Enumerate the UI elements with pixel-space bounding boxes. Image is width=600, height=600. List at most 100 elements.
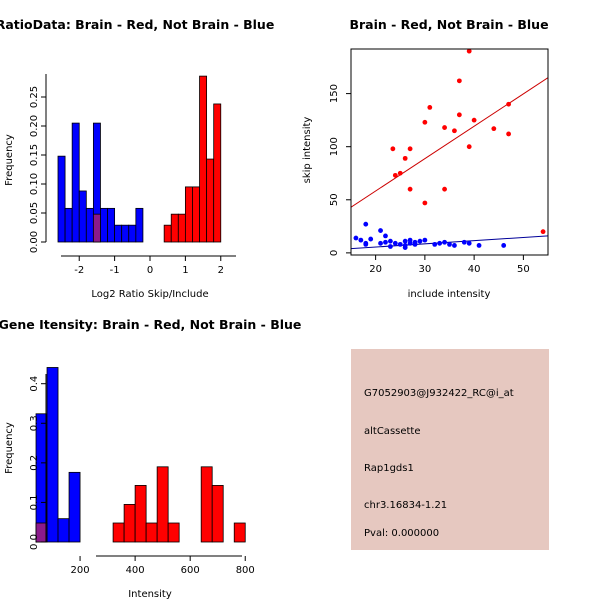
bar-not-brain: [128, 224, 137, 243]
bar-brain: [211, 485, 224, 543]
ratio-histogram-title: RatioData: Brain - Red, Not Brain - Blue: [0, 17, 274, 32]
y-tick-label: 150: [329, 84, 340, 103]
y-tick-label: 50: [329, 193, 340, 206]
ratio-y-ticks: 0.00 0.05 0.10 0.15 0.20 0.25: [29, 86, 46, 253]
point-brain: [452, 128, 457, 134]
bar-overlap: [92, 213, 101, 243]
bar-not-brain: [64, 207, 73, 243]
point-brain: [397, 170, 403, 176]
point-not-brain: [432, 241, 438, 247]
fit-line-brain: [351, 77, 548, 208]
bar-not-brain: [107, 207, 116, 243]
bar-brain: [167, 522, 180, 543]
point-not-brain: [388, 238, 393, 244]
point-not-brain: [402, 245, 408, 250]
scatter-frame: [350, 48, 549, 256]
x-tick-label: 50: [517, 264, 530, 275]
y-tick-label: 0.10: [29, 173, 40, 195]
y-tick-label: 0.2: [29, 455, 40, 471]
x-tick-label: 30: [419, 264, 432, 275]
point-not-brain: [442, 239, 447, 245]
bar-not-brain: [78, 190, 87, 243]
point-not-brain: [466, 240, 472, 246]
bar-brain: [163, 224, 172, 243]
scatter-x-ticks: 20 30 40 50: [369, 255, 530, 275]
y-tick-label: 100: [329, 137, 340, 156]
x-tick-label: 400: [126, 565, 145, 576]
ratio-histogram: RatioData: Brain - Red, Not Brain - Blue…: [0, 17, 274, 300]
point-not-brain: [422, 237, 428, 243]
scatter-title: Brain - Red, Not Brain - Blue: [349, 17, 548, 32]
bar-not-brain: [57, 155, 66, 243]
point-not-brain: [368, 236, 374, 242]
bar-not-brain: [121, 224, 130, 243]
probe-id: G7052903@J932422_RC@i_at: [364, 388, 514, 399]
p-value: Pval: 0.000000: [364, 528, 439, 539]
y-tick-label: 0.20: [29, 115, 40, 137]
gene-x-label: Intensity: [128, 589, 172, 600]
x-tick-label: -1: [110, 265, 120, 276]
ratio-y-label: Frequency: [4, 134, 15, 186]
x-tick-label: 20: [369, 264, 382, 275]
bar-brain: [213, 103, 222, 243]
gene-intensity-histogram: Gene Itensity: Brain - Red, Not Brain - …: [0, 317, 301, 600]
point-not-brain: [383, 239, 388, 245]
point-brain: [491, 126, 497, 132]
bar-brain: [134, 485, 147, 543]
y-tick-label: 0.0: [29, 534, 40, 550]
point-not-brain: [461, 239, 467, 245]
bar-not-brain: [100, 207, 108, 243]
gene-x-ticks: 200 400 600 800: [71, 556, 255, 576]
gene-histogram-title: Gene Itensity: Brain - Red, Not Brain - …: [0, 317, 301, 332]
bar-brain: [170, 213, 179, 243]
x-tick-label: 2: [218, 265, 224, 276]
point-not-brain: [402, 238, 408, 244]
y-tick-label: 0.4: [29, 376, 40, 392]
point-brain: [422, 119, 428, 125]
point-brain: [471, 117, 477, 123]
y-tick-label: 0.25: [29, 86, 40, 108]
point-not-brain: [388, 244, 393, 249]
x-tick-label: -2: [74, 265, 84, 276]
y-tick-label: 0: [329, 250, 340, 256]
bar-brain: [206, 158, 215, 243]
y-tick-label: 0.00: [29, 231, 40, 253]
point-brain: [427, 105, 433, 110]
bar-not-brain: [135, 207, 144, 243]
point-brain: [422, 200, 428, 206]
point-not-brain: [476, 243, 482, 248]
bar-brain: [123, 504, 136, 543]
x-tick-label: 800: [236, 565, 255, 576]
gene-y-ticks: 0.0 0.1 0.2 0.3 0.4: [29, 376, 46, 550]
bar-not-brain: [68, 471, 81, 543]
point-brain: [456, 78, 462, 84]
point-not-brain: [392, 240, 398, 246]
point-not-brain: [397, 241, 403, 247]
bar-brain: [145, 522, 158, 543]
point-not-brain: [407, 237, 413, 243]
point-brain: [392, 172, 398, 178]
x-tick-label: 600: [181, 565, 200, 576]
point-not-brain: [417, 238, 423, 244]
bar-not-brain: [114, 224, 123, 243]
point-brain: [456, 112, 462, 118]
point-not-brain: [378, 240, 383, 246]
scatter-fit-lines: [351, 77, 548, 250]
y-tick-label: 0.05: [29, 202, 40, 224]
gene-y-label: Frequency: [4, 422, 15, 474]
gene-histogram-bars: [35, 367, 246, 543]
bar-not-brain: [71, 122, 80, 243]
x-tick-label: 1: [182, 265, 188, 276]
bar-brain: [233, 522, 246, 543]
gene-symbol: Rap1gds1: [364, 463, 414, 474]
ratio-x-ticks: -2 -1 0 1 2: [74, 256, 224, 276]
scatter-y-label: skip intensity: [302, 117, 313, 184]
scatter-x-label: include intensity: [408, 289, 491, 300]
scatter-points: [353, 48, 546, 250]
y-tick-label: 0.1: [29, 494, 40, 510]
point-brain: [402, 155, 408, 161]
scatter-y-ticks: 0 50 100 150: [329, 84, 351, 256]
bar-not-brain: [57, 518, 70, 543]
point-brain: [506, 131, 511, 137]
bar-not-brain: [46, 367, 59, 543]
